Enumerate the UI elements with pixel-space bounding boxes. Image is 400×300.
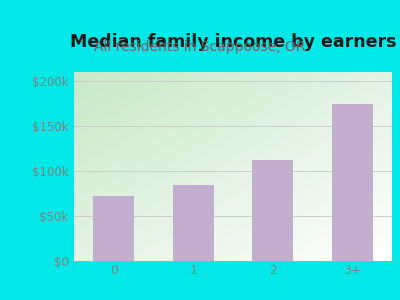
Bar	[93, 196, 134, 261]
Bar	[332, 103, 373, 261]
Text: All residents in Scappoose, OR: All residents in Scappoose, OR	[94, 40, 306, 55]
Bar	[252, 160, 294, 261]
Title: Median family income by earners: Median family income by earners	[70, 33, 396, 51]
Bar	[172, 184, 214, 261]
